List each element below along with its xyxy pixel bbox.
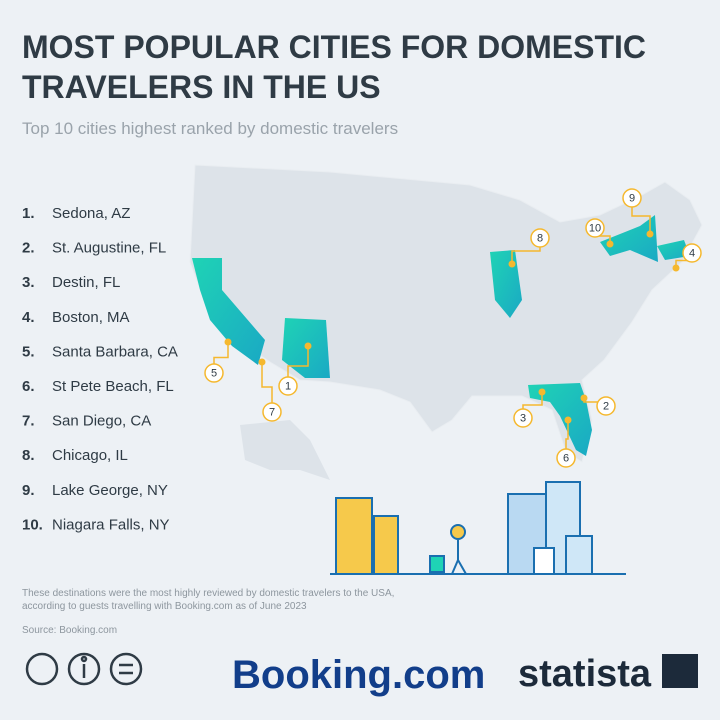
city-name: Sedona, AZ <box>52 205 130 222</box>
rank-number: 1. <box>22 205 35 222</box>
marker-badge <box>204 363 224 383</box>
partner-logo: Booking.com <box>232 653 485 697</box>
marker-label: 10 <box>589 222 601 234</box>
city-name: Chicago, IL <box>52 447 128 464</box>
brand-logo: statista <box>518 653 652 695</box>
rank-number: 9. <box>22 482 35 499</box>
city-dot <box>564 416 572 424</box>
marker-label: 8 <box>537 232 543 244</box>
city-dot <box>224 338 232 346</box>
city-dot <box>672 264 680 272</box>
source: Source: Booking.com <box>22 625 117 636</box>
marker-label: 3 <box>520 412 526 424</box>
marker-badge <box>278 376 298 396</box>
rank-number: 3. <box>22 274 35 291</box>
marker-badge <box>513 408 533 428</box>
license-icons <box>25 652 143 686</box>
marker-badge <box>585 218 605 238</box>
brand-icon <box>662 654 698 688</box>
city-name: Santa Barbara, CA <box>52 343 178 360</box>
marker-label: 4 <box>689 247 695 259</box>
marker-label: 7 <box>269 406 275 418</box>
title-line: TRAVELERS IN THE US <box>22 69 381 105</box>
rank-number: 2. <box>22 240 35 257</box>
leader-line <box>287 346 309 386</box>
city-dot <box>304 342 312 350</box>
rank-number: 8. <box>22 447 35 464</box>
subtitle: Top 10 cities highest ranked by domestic… <box>22 119 398 138</box>
city-dot <box>538 388 546 396</box>
city-name: Lake George, NY <box>52 482 168 499</box>
city-name: St Pete Beach, FL <box>52 378 174 395</box>
city-name: Niagara Falls, NY <box>52 516 170 533</box>
city-dot <box>606 240 614 248</box>
city-name: Destin, FL <box>52 274 120 291</box>
us-map <box>189 164 703 480</box>
city-name: San Diego, CA <box>52 413 151 430</box>
leader-line <box>261 362 273 412</box>
city-name: Boston, MA <box>52 309 130 326</box>
city-illustration <box>330 481 626 575</box>
marker-label: 1 <box>285 380 291 392</box>
marker-badge <box>682 243 702 263</box>
city-dot <box>646 230 654 238</box>
footnote: according to guests travelling with Book… <box>22 601 307 612</box>
city-dot <box>580 394 588 402</box>
marker-label: 5 <box>211 367 217 379</box>
marker-label: 6 <box>563 452 569 464</box>
rank-number: 10. <box>22 516 43 533</box>
footnote: These destinations were the most highly … <box>22 588 394 599</box>
marker-badge <box>622 188 642 208</box>
rank-number: 7. <box>22 413 35 430</box>
marker-badge <box>530 228 550 248</box>
marker-label: 9 <box>629 192 635 204</box>
marker-label: 2 <box>603 400 609 412</box>
rank-number: 4. <box>22 309 35 326</box>
rank-number: 6. <box>22 378 35 395</box>
marker-badge <box>262 402 282 422</box>
city-dot <box>258 358 266 366</box>
city-dot <box>508 260 516 268</box>
city-name: St. Augustine, FL <box>52 240 166 257</box>
rank-number: 5. <box>22 343 35 360</box>
marker-badge <box>596 396 616 416</box>
marker-badge <box>556 448 576 468</box>
title-line: MOST POPULAR CITIES FOR DOMESTIC <box>22 29 646 65</box>
